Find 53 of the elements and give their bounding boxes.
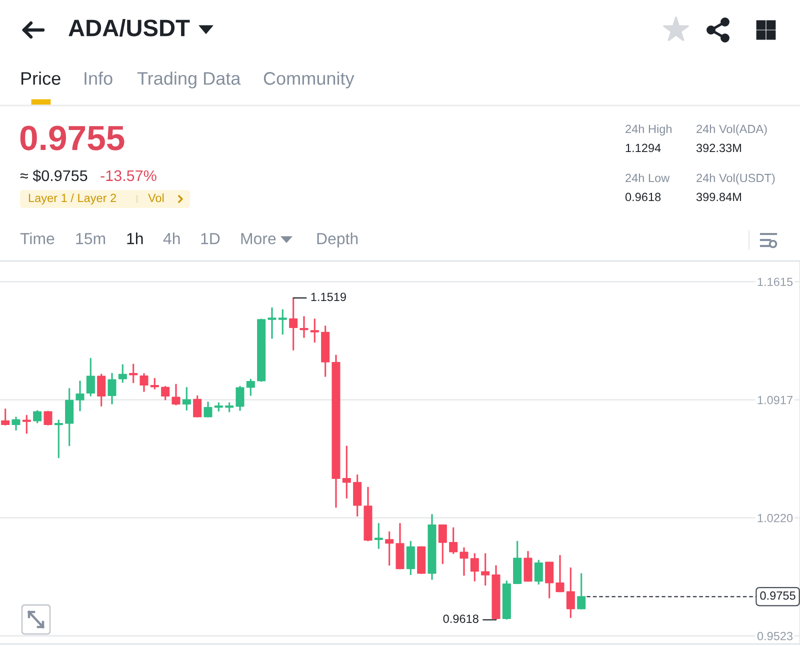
text: Price bbox=[21, 72, 60, 85]
text: Time bbox=[20, 232, 54, 244]
candlestick bbox=[289, 298, 298, 350]
text: Info bbox=[84, 72, 112, 85]
text: Vol bbox=[148, 193, 164, 202]
text: 1D bbox=[201, 233, 220, 244]
candlestick bbox=[310, 318, 319, 343]
text: 24h Vol(ADA) bbox=[696, 124, 767, 136]
candlestick bbox=[556, 555, 564, 592]
candlestick bbox=[300, 316, 308, 338]
text: 399.84M bbox=[696, 192, 741, 202]
y-tick-label: 0.9523 bbox=[757, 632, 793, 640]
text: 24h High bbox=[626, 124, 672, 136]
candlestick bbox=[150, 378, 159, 390]
candlestick bbox=[374, 523, 383, 549]
y-tick-label: 1.1615 bbox=[758, 278, 793, 286]
candlestick bbox=[182, 387, 191, 410]
text: 0.9755 bbox=[20, 126, 124, 150]
text: ≈ $0.9755 bbox=[20, 170, 88, 182]
candlestick bbox=[481, 553, 490, 586]
candlestick bbox=[1, 408, 10, 426]
text: More bbox=[241, 233, 276, 244]
text: 392.33M bbox=[696, 144, 741, 152]
chart-title: ADA/USDT bbox=[68, 18, 190, 37]
text: 24h Vol(USDT) bbox=[696, 174, 775, 184]
candlestick bbox=[385, 531, 394, 566]
annotation: 1.1519 bbox=[311, 292, 346, 302]
candlestick bbox=[278, 309, 287, 335]
text: Trading Data bbox=[137, 72, 241, 88]
annotation: 0.9618 bbox=[443, 614, 478, 623]
text: 0.9618 bbox=[625, 192, 661, 202]
candlestick bbox=[268, 307, 276, 339]
text: 24h Low bbox=[626, 174, 670, 182]
candlestick bbox=[342, 446, 351, 499]
text: 4h bbox=[163, 232, 180, 244]
text: 1h bbox=[127, 232, 143, 244]
y-tick-label: 1.0220 bbox=[758, 514, 793, 522]
text: Depth bbox=[317, 232, 358, 248]
y-tick-label: 1.0917 bbox=[758, 396, 792, 404]
candlestick bbox=[118, 364, 127, 383]
candlestick bbox=[76, 380, 84, 412]
text: 1.1294 bbox=[626, 144, 661, 152]
candlestick bbox=[460, 547, 468, 576]
candlestick bbox=[214, 402, 223, 412]
candlestick bbox=[22, 414, 31, 434]
text: 15m bbox=[76, 233, 106, 244]
ref-line-label: 0.9755 bbox=[760, 591, 796, 600]
candlestick bbox=[225, 402, 234, 412]
candlestick bbox=[129, 364, 138, 384]
candlestick bbox=[54, 420, 63, 458]
text: Layer 1 / Layer 2 bbox=[28, 193, 116, 204]
text: Community bbox=[264, 72, 354, 88]
text: -13.57% bbox=[100, 170, 156, 182]
